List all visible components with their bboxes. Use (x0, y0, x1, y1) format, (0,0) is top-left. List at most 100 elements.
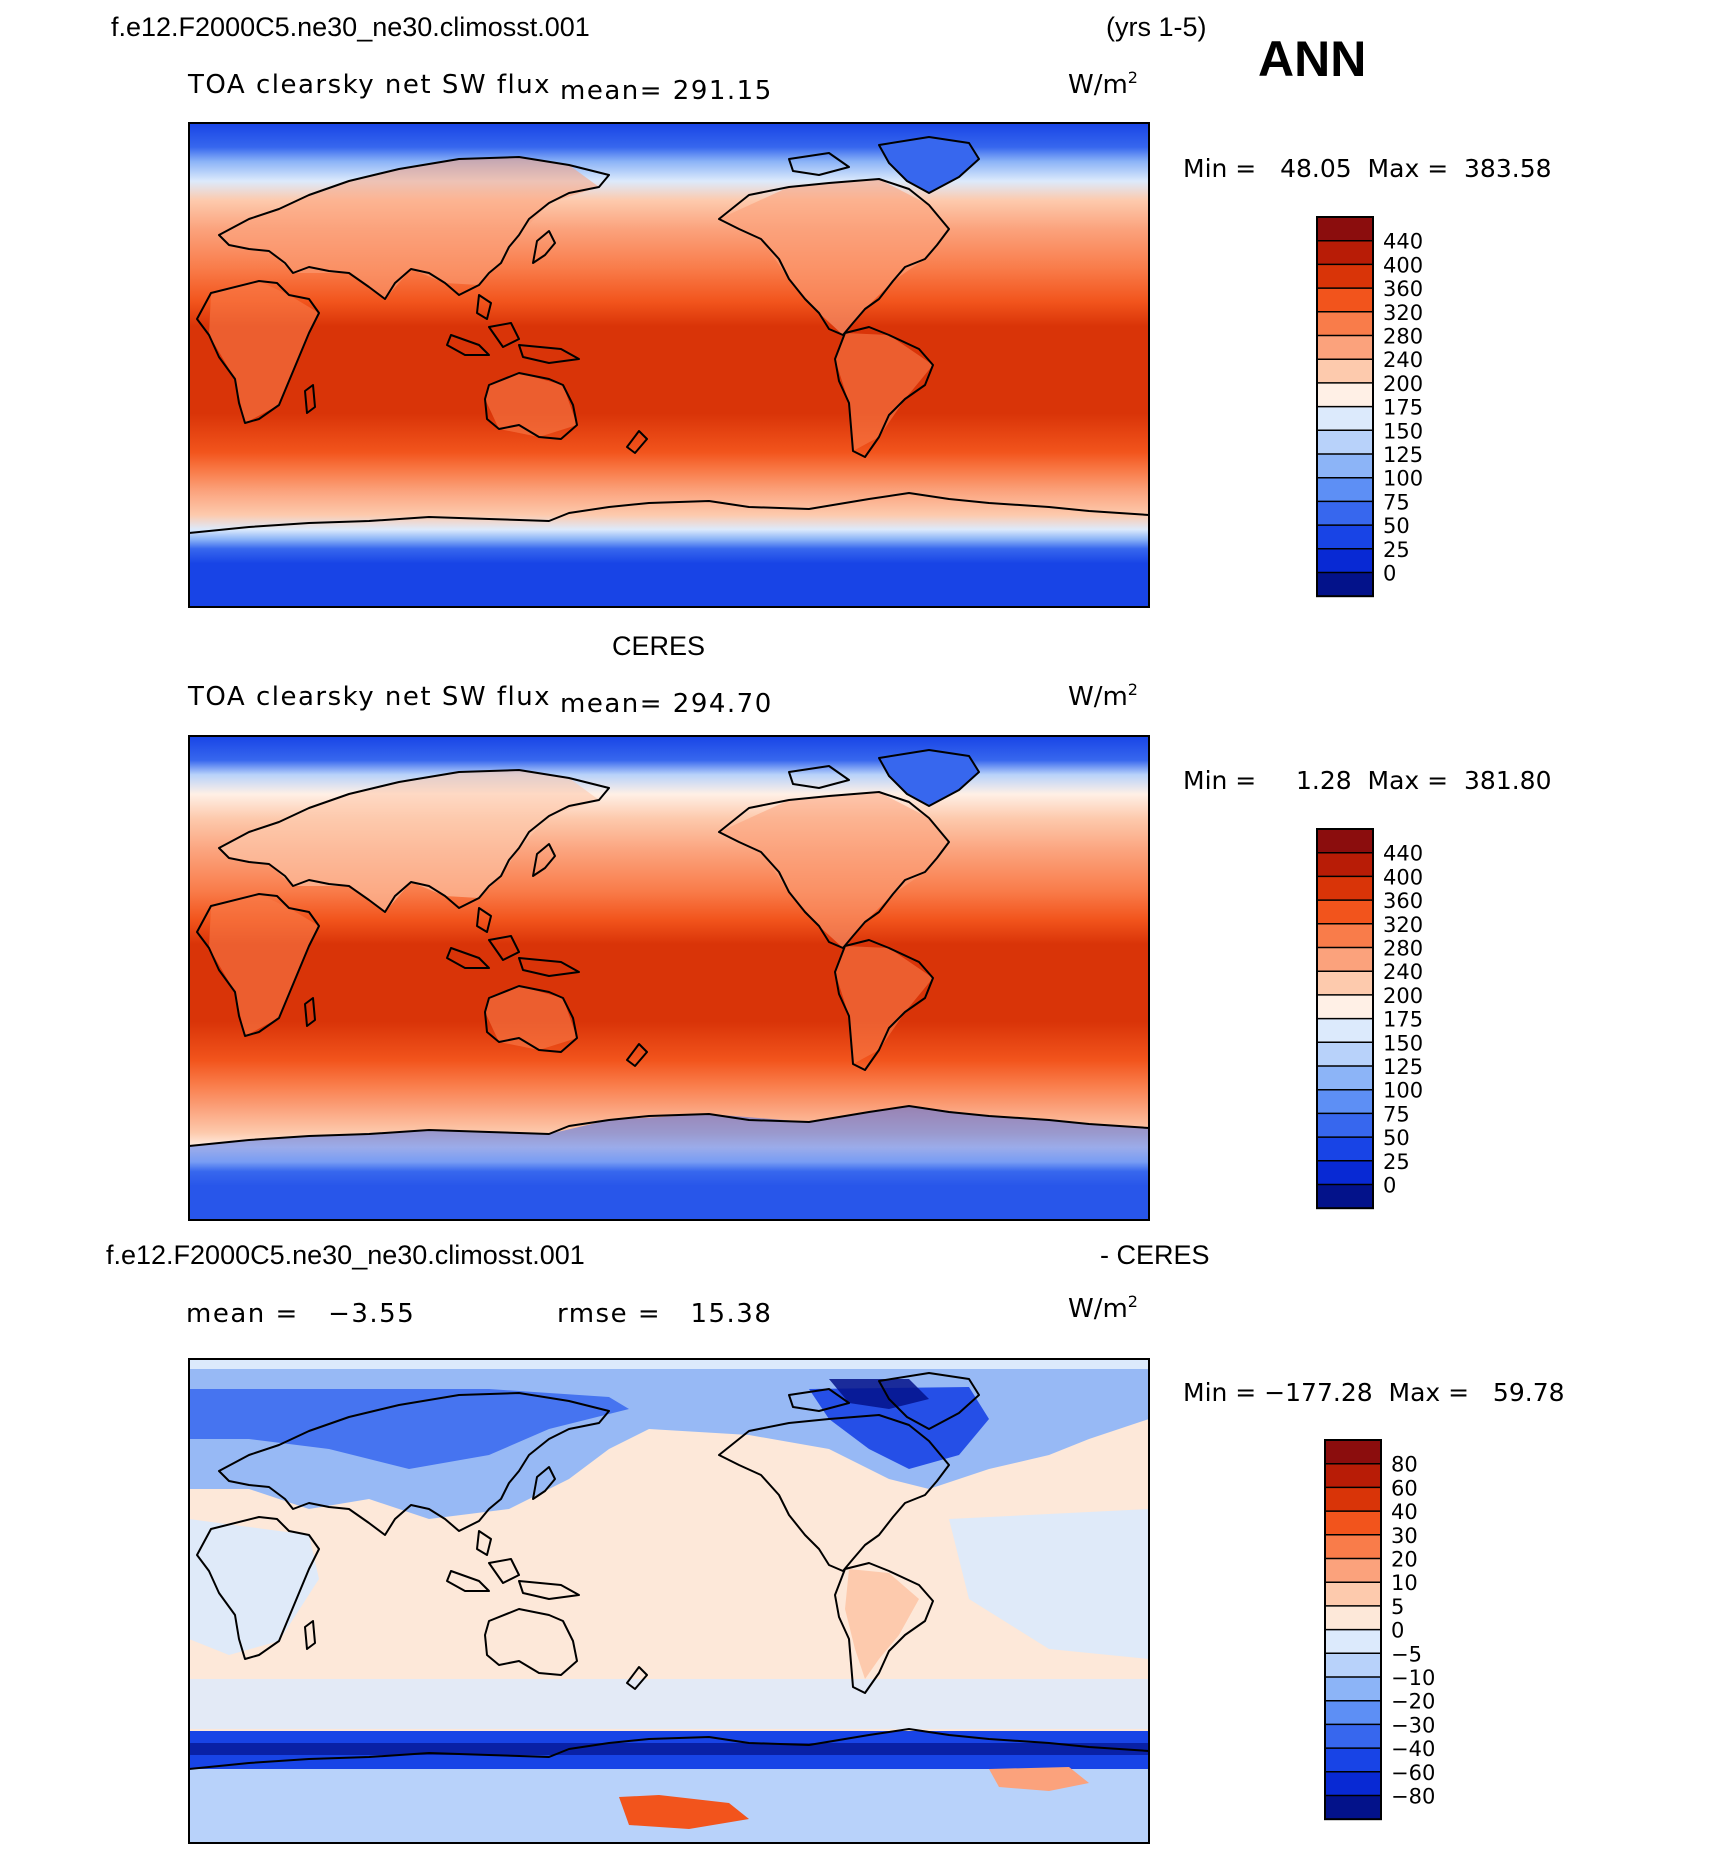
colorbar-tick-label: 175 (1383, 1008, 1423, 1032)
colorbar-swatch (1317, 1184, 1373, 1209)
colorbar-tick-label: 280 (1383, 325, 1423, 349)
colorbar-swatch (1317, 430, 1373, 455)
colorbar-tick-label: −10 (1391, 1666, 1435, 1690)
colorbar-swatch (1317, 288, 1373, 313)
colorbar-tick-label: 150 (1383, 1031, 1423, 1055)
colorbar-swatch (1325, 1558, 1381, 1583)
units-label: W/m2 (1068, 1292, 1138, 1324)
colorbar-swatch (1325, 1724, 1381, 1749)
colorbar-tick-label: 320 (1383, 301, 1423, 325)
colorbar-swatch (1317, 876, 1373, 901)
colorbar-swatch (1317, 264, 1373, 289)
colorbar-swatch (1317, 454, 1373, 479)
colorbar-swatch (1325, 1534, 1381, 1559)
colorbar-tick-label: −60 (1391, 1761, 1435, 1785)
panel-diff: f.e12.F2000C5.ne30_ne30.climosst.001 - C… (106, 1240, 1565, 1844)
colorbar-swatch (1317, 1137, 1373, 1162)
case-title: f.e12.F2000C5.ne30_ne30.climosst.001 (111, 12, 590, 42)
map-frame (188, 735, 1150, 1221)
colorbar-swatch (1325, 1511, 1381, 1536)
colorbar-swatch (1325, 1795, 1381, 1820)
colorbar-swatch (1317, 900, 1373, 925)
samerica-land (835, 333, 933, 451)
colorbar-tick-label: 360 (1383, 889, 1423, 913)
colorbar-swatch (1317, 1066, 1373, 1091)
colorbar-swatch (1317, 335, 1373, 360)
colorbar-swatch (1325, 1677, 1381, 1702)
africa-land (209, 894, 319, 1036)
season-label: ANN (1258, 31, 1366, 87)
colorbar-swatch (1317, 311, 1373, 336)
colorbar-frame (1316, 828, 1374, 1210)
colorbar-swatch (1317, 501, 1373, 526)
mean-label: mean= 294.70 (560, 689, 773, 719)
colorbar-swatch (1317, 994, 1373, 1020)
colorbar-tick-label: 440 (1383, 230, 1423, 254)
pole-band-north (189, 1359, 1149, 1369)
colorbar-tick-label: 40 (1391, 1500, 1418, 1524)
colorbar-swatch (1317, 923, 1373, 948)
neg-core-america (809, 1387, 989, 1469)
colorbar-tick-label: 0 (1383, 562, 1396, 586)
australia-land (485, 373, 577, 437)
obs-heading: CERES (612, 631, 705, 661)
variable-label: TOA clearsky net SW flux (187, 682, 551, 712)
diff-rmse-label: rmse = 15.38 (557, 1299, 772, 1329)
antarctica-land (189, 1106, 1149, 1220)
colorbar-tick-label: 240 (1383, 960, 1423, 984)
colorbar-tick-label: −80 (1391, 1785, 1435, 1809)
colorbar-frame (1324, 1439, 1382, 1821)
colorbar-tick-label: 100 (1383, 1079, 1423, 1103)
colorbar-tick-label: 25 (1383, 538, 1410, 562)
namerica-land (719, 792, 949, 948)
colorbar-tick-label: 75 (1383, 490, 1410, 514)
colorbar-tick-label: 30 (1391, 1524, 1418, 1548)
colorbar-tick-label: 320 (1383, 913, 1423, 937)
colorbar-swatch (1317, 525, 1373, 550)
colorbar-tick-label: 360 (1383, 277, 1423, 301)
samerica-land (835, 946, 933, 1064)
colorbar-tick-label: −40 (1391, 1737, 1435, 1761)
colorbar-tick-label: 240 (1383, 348, 1423, 372)
neg-atlantic (949, 1509, 1149, 1659)
colorbar-tick-label: 25 (1383, 1150, 1410, 1174)
colorbar-swatch (1325, 1629, 1381, 1654)
neg-core-eurasia (189, 1389, 629, 1469)
minmax-label: Min = 1.28 Max = 381.80 (1183, 766, 1552, 795)
eurasia-land (219, 157, 599, 299)
colorbar-swatch (1317, 1113, 1373, 1138)
panel-obs: CERES TOA clearsky net SW flux mean= 294… (187, 631, 1552, 1221)
colorbar-tick-label: 80 (1391, 1453, 1418, 1477)
colorbar-swatch (1317, 829, 1373, 854)
colorbar-tick-label: 50 (1383, 514, 1410, 538)
map-model (188, 122, 1150, 608)
colorbar-swatch (1317, 548, 1373, 573)
colorbar-swatch (1325, 1440, 1381, 1465)
eurasia-land (219, 770, 599, 912)
pos-patch-antarctica-2 (989, 1767, 1089, 1791)
colorbar-tick-label: 20 (1391, 1548, 1418, 1572)
pos-samerica (845, 1569, 919, 1679)
map-frame (188, 1358, 1150, 1844)
colorbar-tick-label: 400 (1383, 253, 1423, 277)
colorbar-tick-label: 175 (1383, 396, 1423, 420)
colorbar-swatch (1317, 971, 1373, 996)
colorbar-swatch (1325, 1771, 1381, 1796)
colorbar-tick-label: 125 (1383, 443, 1423, 467)
minmax-label: Min = 48.05 Max = 383.58 (1183, 154, 1552, 183)
colorbar-tick-label: 400 (1383, 865, 1423, 889)
namerica-land (719, 179, 949, 335)
minmax-label: Min = −177.28 Max = 59.78 (1183, 1378, 1565, 1407)
colorbar-swatch (1317, 240, 1373, 265)
colorbar-tick-label: 50 (1383, 1126, 1410, 1150)
diff-mean-label: mean = −3.55 (186, 1299, 415, 1329)
colorbar-tick-label: 5 (1391, 1595, 1404, 1619)
colorbar-swatch (1325, 1605, 1381, 1631)
colorbar-tick-label: 200 (1383, 372, 1423, 396)
mean-label: mean= 291.15 (560, 76, 773, 106)
colorbar-swatch (1325, 1463, 1381, 1488)
colorbar-swatch (1317, 947, 1373, 972)
colorbar-swatch (1317, 359, 1373, 384)
colorbar-tick-label: 125 (1383, 1055, 1423, 1079)
